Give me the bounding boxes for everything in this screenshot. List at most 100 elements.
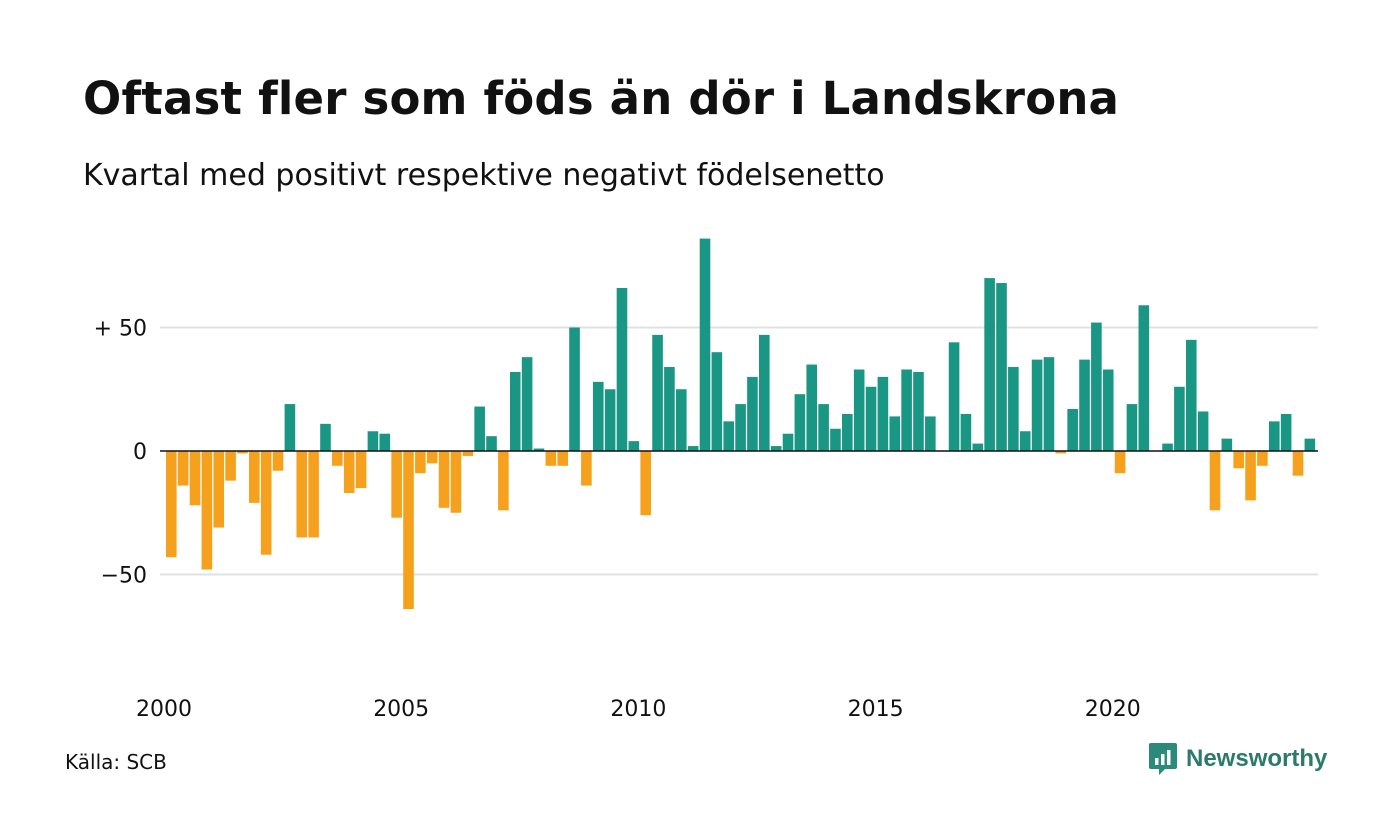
chart-title: Oftast fler som föds än dör i Landskrona	[83, 72, 1120, 125]
bar	[1138, 305, 1150, 451]
bar	[201, 451, 213, 570]
bar	[403, 451, 414, 610]
bar	[1055, 451, 1067, 454]
bar	[343, 451, 355, 493]
brand-logo[interactable]: Newsworthy	[1148, 742, 1327, 776]
x-tick-label: 2015	[848, 697, 904, 722]
bar	[237, 451, 248, 454]
bar	[770, 446, 782, 451]
bar	[1185, 339, 1197, 451]
bar	[818, 404, 829, 451]
bar	[284, 404, 296, 451]
bar	[415, 451, 426, 474]
bar	[498, 451, 509, 511]
bar	[581, 451, 592, 486]
bar	[1019, 431, 1031, 451]
bar	[711, 352, 723, 451]
bar	[1079, 359, 1090, 451]
bar	[1031, 359, 1043, 451]
bar	[853, 369, 865, 451]
bar	[332, 451, 343, 466]
bar	[486, 436, 497, 451]
bar	[652, 334, 663, 451]
bar	[569, 327, 580, 451]
bar	[640, 451, 651, 516]
bars	[166, 238, 1316, 610]
bar	[592, 381, 604, 451]
bar	[913, 371, 924, 451]
bar	[308, 451, 319, 538]
y-tick-label: 0	[133, 440, 147, 465]
bar	[1268, 421, 1280, 451]
bar	[557, 451, 568, 466]
bar	[1233, 451, 1244, 469]
bar	[1197, 411, 1209, 451]
bar	[996, 283, 1007, 451]
bar	[1209, 451, 1221, 511]
bar	[391, 451, 402, 518]
x-tick-label: 2020	[1085, 697, 1141, 722]
x-tick-label: 2000	[136, 697, 192, 722]
bar	[735, 404, 746, 451]
bar	[664, 367, 675, 451]
bar	[177, 451, 189, 486]
bar	[972, 443, 984, 451]
newsworthy-logo-icon	[1149, 743, 1177, 775]
bar	[723, 421, 735, 451]
bar	[948, 342, 960, 451]
bar	[166, 451, 177, 558]
chart-subtitle: Kvartal med positivt respektive negativt…	[83, 158, 885, 193]
bar	[830, 428, 841, 451]
bar	[960, 413, 972, 451]
bar	[747, 376, 758, 451]
bar	[296, 451, 308, 538]
bar	[1221, 438, 1233, 451]
brand-name: Newsworthy	[1186, 745, 1328, 772]
bar	[1162, 443, 1173, 451]
bar	[225, 451, 236, 481]
bar	[925, 416, 936, 451]
bar	[687, 446, 699, 451]
bar	[1091, 322, 1102, 451]
y-tick-label: −50	[101, 564, 147, 589]
bar	[1257, 451, 1268, 466]
bar	[545, 451, 557, 466]
bar	[604, 389, 616, 451]
bar	[426, 451, 438, 464]
bar	[794, 394, 806, 451]
bar	[474, 406, 485, 451]
bar	[355, 451, 367, 489]
bar	[462, 451, 474, 456]
x-tick-label: 2010	[610, 697, 666, 722]
bar	[1280, 413, 1292, 451]
bar	[877, 376, 889, 451]
bar	[759, 334, 770, 451]
bar	[521, 357, 533, 451]
bar	[249, 451, 260, 503]
y-tick-label: + 50	[94, 317, 147, 342]
bar	[272, 451, 284, 471]
bar	[889, 416, 901, 451]
bar	[984, 278, 995, 451]
bar	[628, 441, 640, 451]
bar	[616, 287, 628, 451]
bar	[509, 371, 521, 451]
bar	[1245, 451, 1256, 501]
bar	[901, 369, 912, 451]
bar	[1067, 409, 1078, 451]
bar	[865, 386, 877, 451]
bar	[260, 451, 272, 555]
bar	[1304, 438, 1316, 451]
bar	[782, 433, 794, 451]
bar	[367, 431, 379, 451]
bar	[806, 364, 818, 451]
bar	[1114, 451, 1126, 474]
bar	[213, 451, 225, 528]
bar	[189, 451, 201, 506]
bar	[1292, 451, 1304, 476]
bar	[699, 238, 711, 451]
bar	[533, 448, 545, 451]
bar	[1126, 404, 1138, 451]
bar	[438, 451, 450, 508]
